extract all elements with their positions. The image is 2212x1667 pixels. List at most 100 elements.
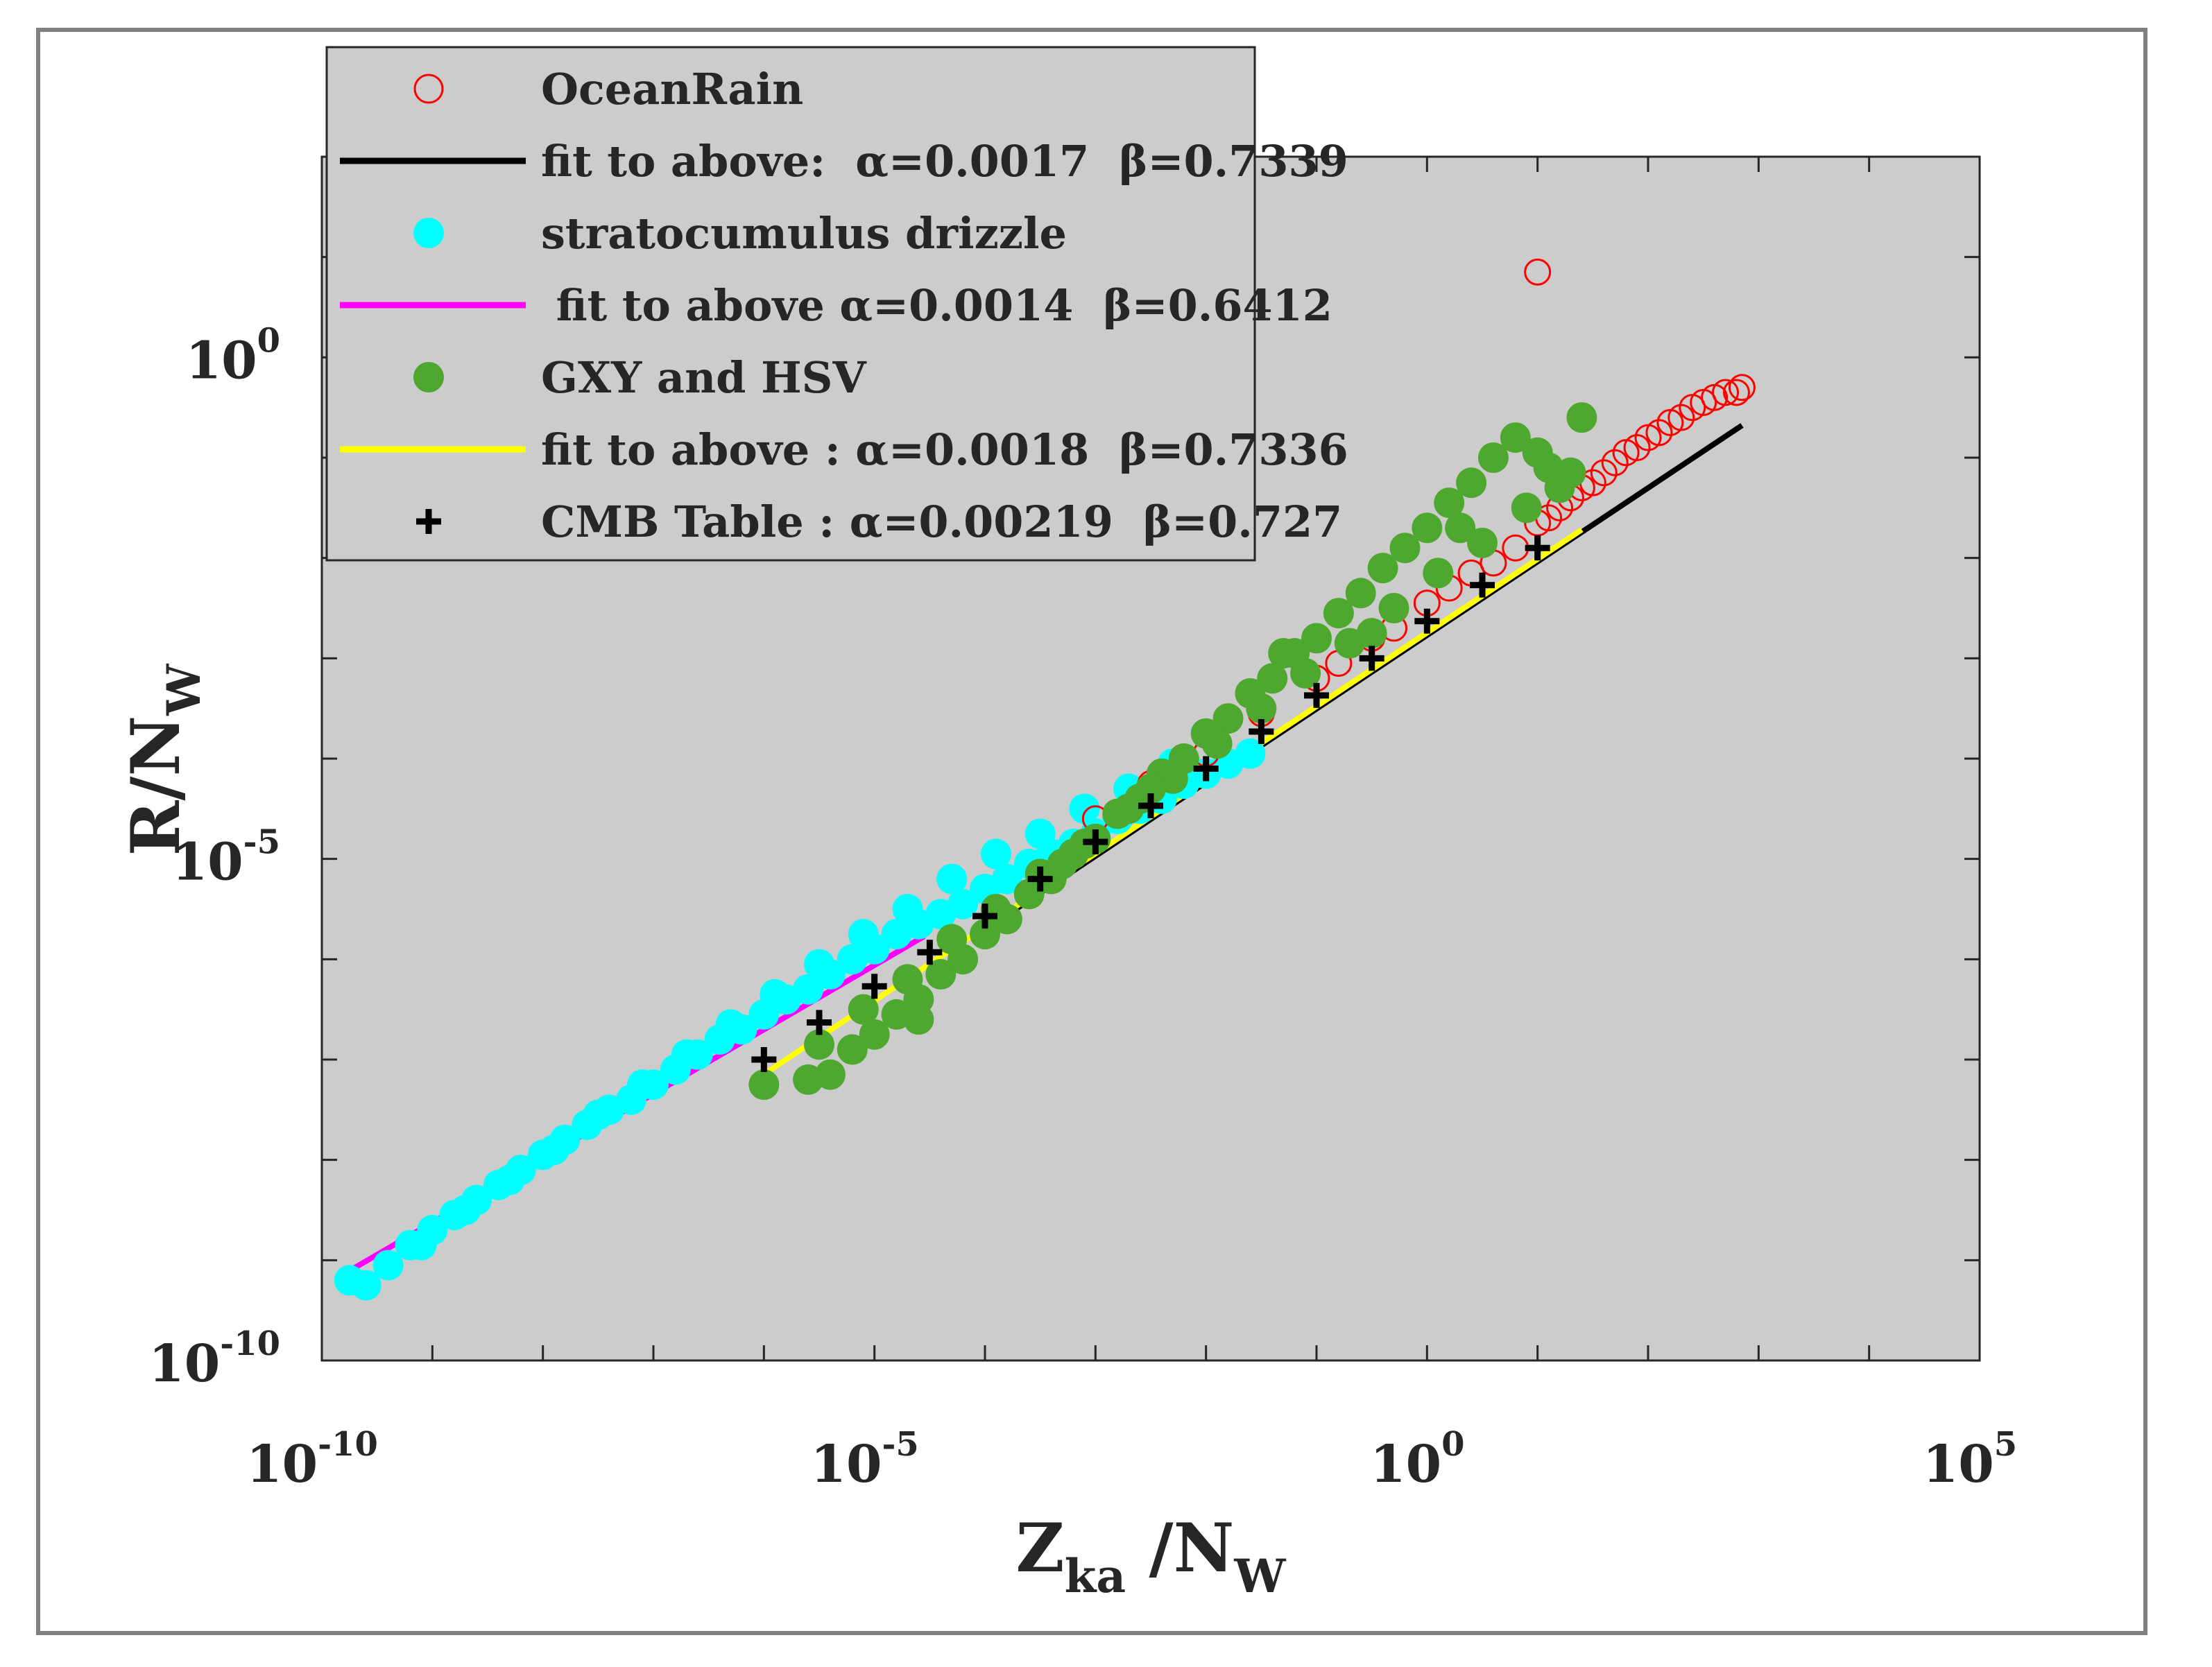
data-point — [1533, 452, 1564, 483]
y-tick-label: 10-5 — [172, 823, 280, 892]
data-point — [1257, 663, 1288, 694]
data-point — [1728, 374, 1756, 401]
data-point — [980, 838, 1011, 870]
data-point — [1069, 793, 1100, 824]
data-point — [760, 978, 791, 1010]
y-tick-label: 10-10 — [148, 1324, 280, 1394]
data-point — [627, 1069, 658, 1100]
data-point — [948, 888, 979, 919]
data-point — [970, 919, 1000, 950]
y-axis-title: R/NW — [117, 664, 211, 856]
x-tick-label-exponent: -10 — [318, 1425, 378, 1464]
data-point — [1623, 434, 1651, 462]
x-tick-label-exponent: 5 — [1994, 1425, 2017, 1464]
data-point — [892, 894, 923, 924]
data-point — [748, 1069, 780, 1100]
x-tick-label-exponent: -5 — [882, 1425, 918, 1464]
data-point — [1367, 553, 1398, 584]
x-axis-title-sub2: W — [1233, 1549, 1286, 1603]
data-point — [1246, 693, 1277, 724]
data-point — [1138, 793, 1163, 818]
x-axis-title-sub: ka — [1065, 1549, 1126, 1603]
data-point — [848, 994, 879, 1025]
data-point — [1511, 492, 1542, 524]
data-point — [372, 1250, 404, 1281]
data-point — [1356, 618, 1387, 649]
data-point — [1414, 608, 1440, 634]
legend-label: GXY and HSV — [541, 352, 866, 403]
data-point — [1323, 598, 1354, 629]
data-point — [991, 863, 1022, 895]
data-point — [450, 1195, 481, 1225]
x-tick-label-base: 10 — [1923, 1435, 1994, 1494]
data-point — [917, 940, 943, 965]
data-point — [583, 1099, 614, 1130]
data-point — [1423, 558, 1454, 589]
data-point — [1301, 623, 1332, 654]
data-point — [861, 974, 887, 999]
x-tick-label: 10-5 — [811, 1425, 919, 1494]
data-point — [1345, 578, 1376, 609]
data-point — [715, 1009, 746, 1040]
x-tick-label-base: 10 — [1370, 1435, 1441, 1494]
data-point — [1590, 459, 1618, 487]
legend-label: OceanRain — [541, 64, 803, 114]
x-tick-label: 100 — [1370, 1425, 1464, 1494]
legend-marker — [413, 362, 444, 392]
data-point — [538, 1134, 569, 1166]
x-axis-title-rest: /N — [1126, 1509, 1234, 1587]
y-axis-title-sub: W — [157, 664, 211, 716]
legend: OceanRain fit to above: α=0.0017 β=0.7339… — [325, 46, 1348, 562]
x-tick-label: 10-10 — [246, 1425, 378, 1494]
data-point — [807, 1010, 832, 1035]
y-tick-label-base: 10 — [186, 331, 257, 390]
data-point — [1201, 728, 1233, 759]
y-tick-label-base: 10 — [148, 1334, 220, 1394]
data-point — [751, 1047, 777, 1072]
y-tick-label-exponent: -10 — [220, 1324, 280, 1363]
x-axis-title-main: Z — [1016, 1509, 1065, 1587]
data-point — [936, 863, 968, 895]
data-point — [1027, 866, 1053, 892]
data-point — [972, 904, 997, 929]
data-point — [1467, 527, 1498, 558]
legend-label: stratocumulus drizzle — [541, 208, 1067, 259]
data-point — [1024, 818, 1056, 849]
data-point — [1712, 379, 1740, 406]
data-point — [1113, 793, 1144, 824]
data-point — [1235, 738, 1266, 769]
legend-marker — [413, 74, 444, 104]
legend-label: CMB Table : α=0.00219 β=0.727 — [541, 496, 1342, 547]
data-point — [1477, 442, 1509, 473]
data-point — [1524, 258, 1552, 286]
y-tick-label-exponent: 0 — [257, 321, 280, 360]
data-point — [837, 1034, 868, 1065]
data-point — [1456, 467, 1487, 499]
data-point — [1722, 379, 1750, 406]
data-point — [1566, 402, 1597, 433]
data-point — [1525, 535, 1550, 561]
data-point — [1047, 848, 1078, 879]
data-point — [350, 1270, 381, 1301]
y-tick-label: 100 — [186, 321, 280, 390]
data-point — [1083, 829, 1108, 855]
legend-label: fit to above: α=0.0017 β=0.7339 — [541, 136, 1348, 187]
legend-label: fit to above α=0.0014 β=0.6412 — [541, 280, 1332, 331]
data-point — [1290, 658, 1321, 689]
data-point — [892, 964, 923, 995]
legend-box — [325, 46, 1256, 562]
data-point — [1193, 756, 1219, 781]
data-point — [1601, 449, 1629, 476]
legend-marker — [413, 218, 444, 248]
data-point — [1359, 646, 1384, 671]
figure-frame: 10-10 10-5 100 105 10-10 10-5 100 Zka /NW R/NW… — [36, 28, 2147, 1635]
data-point — [1304, 682, 1329, 708]
data-point — [1667, 404, 1695, 431]
data-point — [804, 949, 834, 980]
data-point — [1500, 422, 1531, 454]
y-axis-title-main: R/N — [117, 716, 195, 856]
data-point — [814, 1059, 846, 1090]
data-point — [804, 1029, 834, 1060]
